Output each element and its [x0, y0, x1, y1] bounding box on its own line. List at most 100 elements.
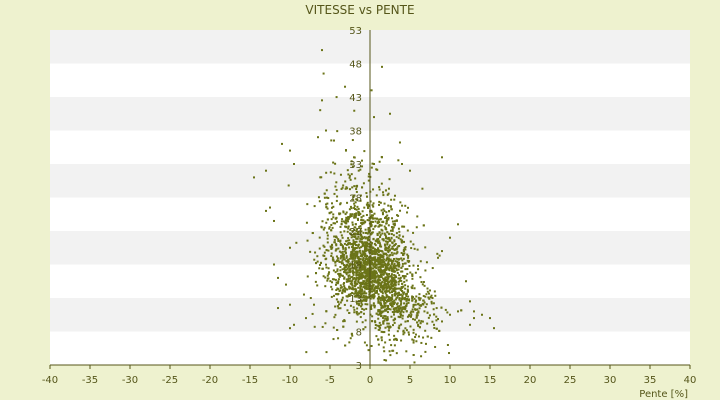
data-point — [373, 280, 376, 283]
data-point — [385, 259, 388, 262]
data-point — [343, 319, 346, 322]
data-point — [382, 261, 385, 264]
data-point — [403, 240, 406, 243]
data-point — [357, 262, 360, 265]
data-point — [358, 271, 361, 274]
data-point — [436, 252, 439, 255]
x-tick-label: -25 — [162, 375, 178, 386]
data-point — [370, 306, 373, 309]
data-point — [319, 109, 322, 112]
data-point — [394, 310, 397, 313]
data-point — [344, 180, 347, 183]
data-point — [400, 270, 403, 273]
data-point — [357, 264, 360, 267]
data-point — [378, 188, 381, 191]
data-point — [344, 344, 347, 347]
data-point — [388, 263, 391, 266]
data-point — [330, 254, 333, 257]
data-point — [353, 206, 356, 209]
data-point — [357, 258, 360, 261]
data-point — [349, 282, 352, 285]
data-point — [473, 317, 475, 320]
data-point — [352, 273, 355, 276]
data-point — [397, 287, 400, 290]
data-point — [432, 302, 435, 305]
data-point — [377, 309, 380, 312]
data-point — [406, 288, 409, 291]
data-point — [403, 331, 406, 334]
data-point — [394, 274, 397, 277]
data-point — [338, 213, 341, 216]
data-point — [351, 221, 354, 224]
data-point — [342, 288, 345, 291]
data-point — [359, 267, 362, 270]
data-point — [385, 237, 388, 240]
data-point — [362, 296, 365, 299]
data-point — [373, 277, 376, 280]
data-point — [378, 282, 381, 285]
data-point — [325, 266, 328, 269]
data-point — [306, 203, 309, 206]
data-point — [351, 279, 354, 282]
data-point — [355, 198, 358, 201]
data-point — [347, 237, 350, 240]
data-point — [344, 219, 347, 222]
data-point — [329, 171, 332, 174]
data-point — [406, 229, 409, 232]
data-point — [399, 316, 402, 319]
data-point — [386, 231, 389, 234]
data-point — [394, 243, 397, 246]
data-point — [394, 264, 397, 267]
data-point — [358, 290, 361, 293]
data-point — [411, 299, 414, 302]
data-point — [419, 276, 422, 279]
data-point — [397, 277, 400, 280]
data-point — [328, 211, 331, 214]
data-point — [377, 269, 380, 272]
data-point — [379, 218, 382, 221]
data-point — [412, 304, 415, 307]
data-point — [422, 299, 425, 302]
data-point — [359, 286, 362, 289]
data-point — [375, 281, 378, 284]
data-point — [385, 268, 388, 271]
x-axis-label: Pente [%] — [639, 389, 688, 400]
data-point — [316, 284, 319, 287]
data-point — [434, 294, 437, 297]
data-point — [347, 265, 350, 268]
data-point — [387, 268, 390, 271]
data-point — [285, 283, 287, 286]
data-point — [401, 306, 404, 309]
data-point — [348, 274, 351, 277]
data-point — [393, 289, 396, 292]
data-point — [390, 297, 393, 300]
data-point — [412, 331, 415, 334]
data-point — [396, 292, 399, 295]
data-point — [367, 228, 370, 231]
data-point — [367, 179, 370, 182]
data-point — [253, 176, 255, 179]
data-point — [354, 233, 357, 236]
data-point — [381, 232, 384, 235]
data-point — [397, 283, 400, 286]
data-point — [342, 325, 345, 328]
data-point — [344, 251, 347, 254]
data-point — [348, 232, 351, 235]
data-point — [350, 214, 353, 217]
data-point — [350, 263, 353, 266]
data-point — [421, 320, 424, 323]
data-point — [342, 320, 345, 323]
data-point — [347, 217, 350, 220]
data-point — [342, 247, 345, 250]
data-point — [377, 237, 380, 240]
data-point — [345, 211, 348, 214]
data-point — [341, 268, 344, 271]
data-point — [356, 262, 359, 265]
data-point — [354, 280, 357, 283]
data-point — [416, 264, 419, 267]
data-point — [400, 240, 403, 243]
data-point — [381, 288, 384, 291]
data-point — [306, 239, 309, 242]
data-point — [345, 226, 348, 229]
data-point — [375, 312, 378, 315]
